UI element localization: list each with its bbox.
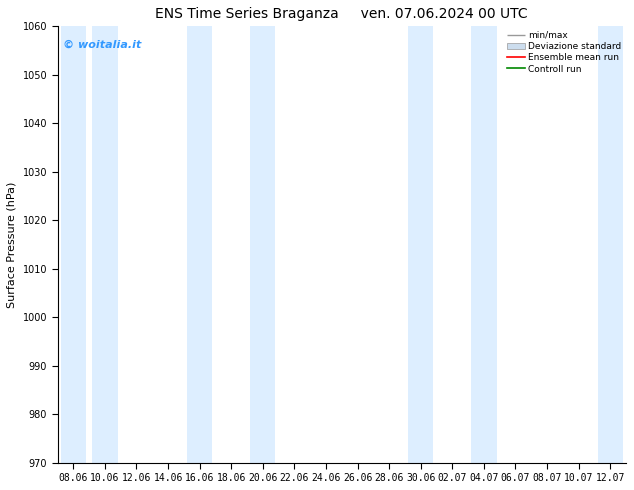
Bar [250,26,275,463]
Bar [187,26,212,463]
Bar [93,26,117,463]
Y-axis label: Surface Pressure (hPa): Surface Pressure (hPa) [7,181,17,308]
Bar [408,26,434,463]
Bar [61,26,86,463]
Text: © woitalia.it: © woitalia.it [63,39,141,49]
Bar [471,26,496,463]
Title: ENS Time Series Braganza     ven. 07.06.2024 00 UTC: ENS Time Series Braganza ven. 07.06.2024… [155,7,528,21]
Legend: min/max, Deviazione standard, Ensemble mean run, Controll run: min/max, Deviazione standard, Ensemble m… [505,29,623,75]
Bar [598,26,623,463]
